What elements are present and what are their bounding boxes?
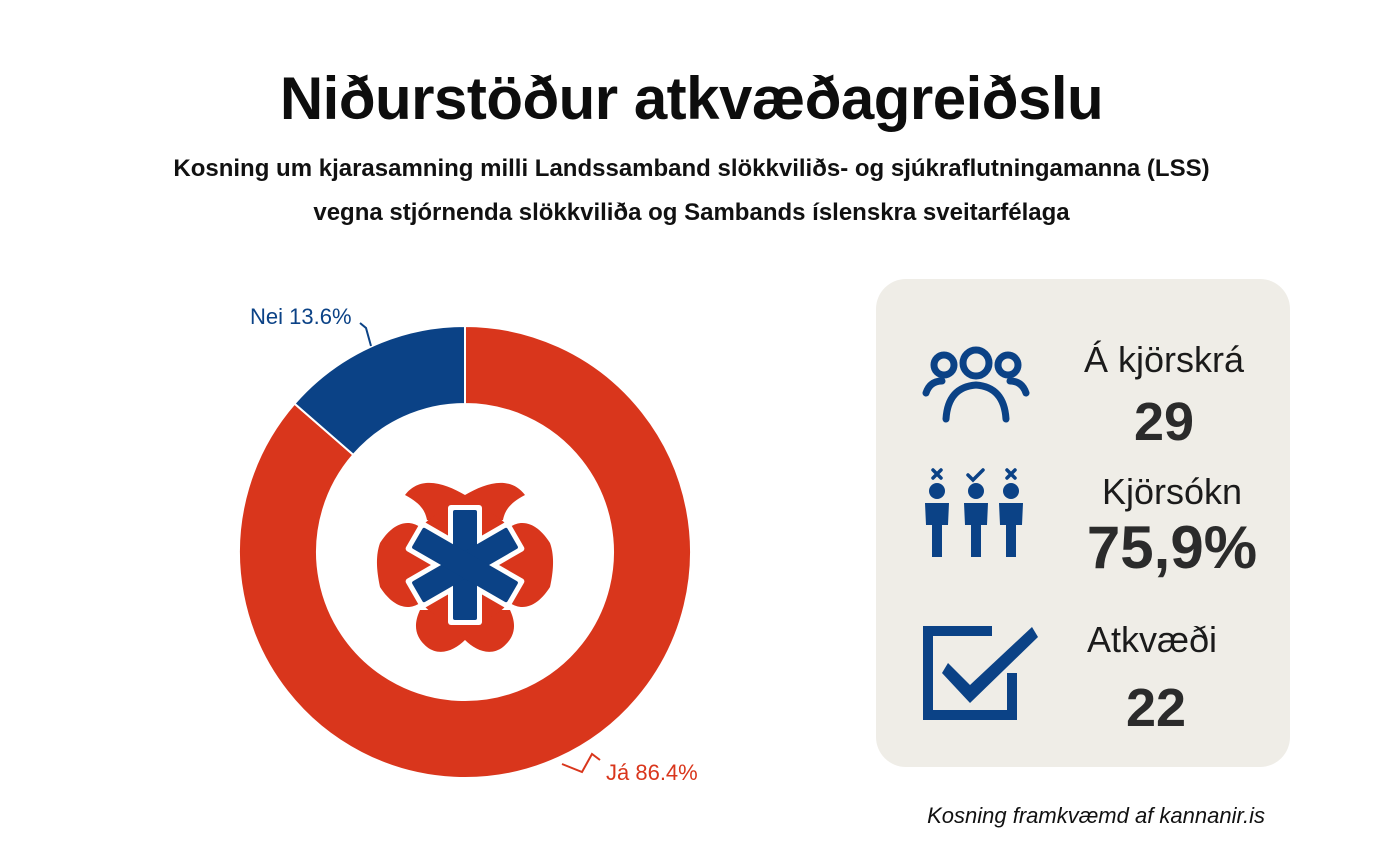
stat-votes-value: 22 xyxy=(1125,678,1187,738)
subtitle-line-1: Kosning um kjarasamning milli Landssamba… xyxy=(173,155,1210,182)
stat-turnout-value: 75,9% xyxy=(1086,514,1258,581)
nei-leader-line xyxy=(359,322,372,347)
stat-turnout-label: Kjörsókn xyxy=(1101,471,1243,512)
stat-votes-label: Atkvæði xyxy=(1086,619,1218,660)
checkbox-checked-icon xyxy=(923,626,1038,720)
page-title: Niðurstöður atkvæðagreiðslu xyxy=(279,65,1104,132)
slice-label-nei: Nei 13.6% xyxy=(250,304,352,329)
firefighter-emblem xyxy=(376,482,554,652)
donut-slices xyxy=(238,324,692,779)
stat-registered-value: 29 xyxy=(1133,392,1195,452)
donut-chart: Nei 13.6% Já 86.4% xyxy=(238,304,698,785)
voters-icon xyxy=(925,468,1023,557)
slice-label-ja: Já 86.4% xyxy=(606,760,698,785)
stats-card: Á kjörskrá 29 Kjörsókn 75,9% Atkvæði 22 xyxy=(876,279,1290,767)
people-group-icon xyxy=(922,346,1030,423)
subtitle-line-2: vegna stjórnenda slökkviliða og Sambands… xyxy=(313,199,1070,226)
footnote: Kosning framkvæmd af kannanir.is xyxy=(927,803,1265,828)
ja-leader-line xyxy=(561,752,601,774)
stat-registered-label: Á kjörskrá xyxy=(1083,339,1245,380)
donut-slice-já xyxy=(238,324,692,779)
donut-slice-nei xyxy=(293,324,466,457)
star-of-life xyxy=(405,505,525,625)
